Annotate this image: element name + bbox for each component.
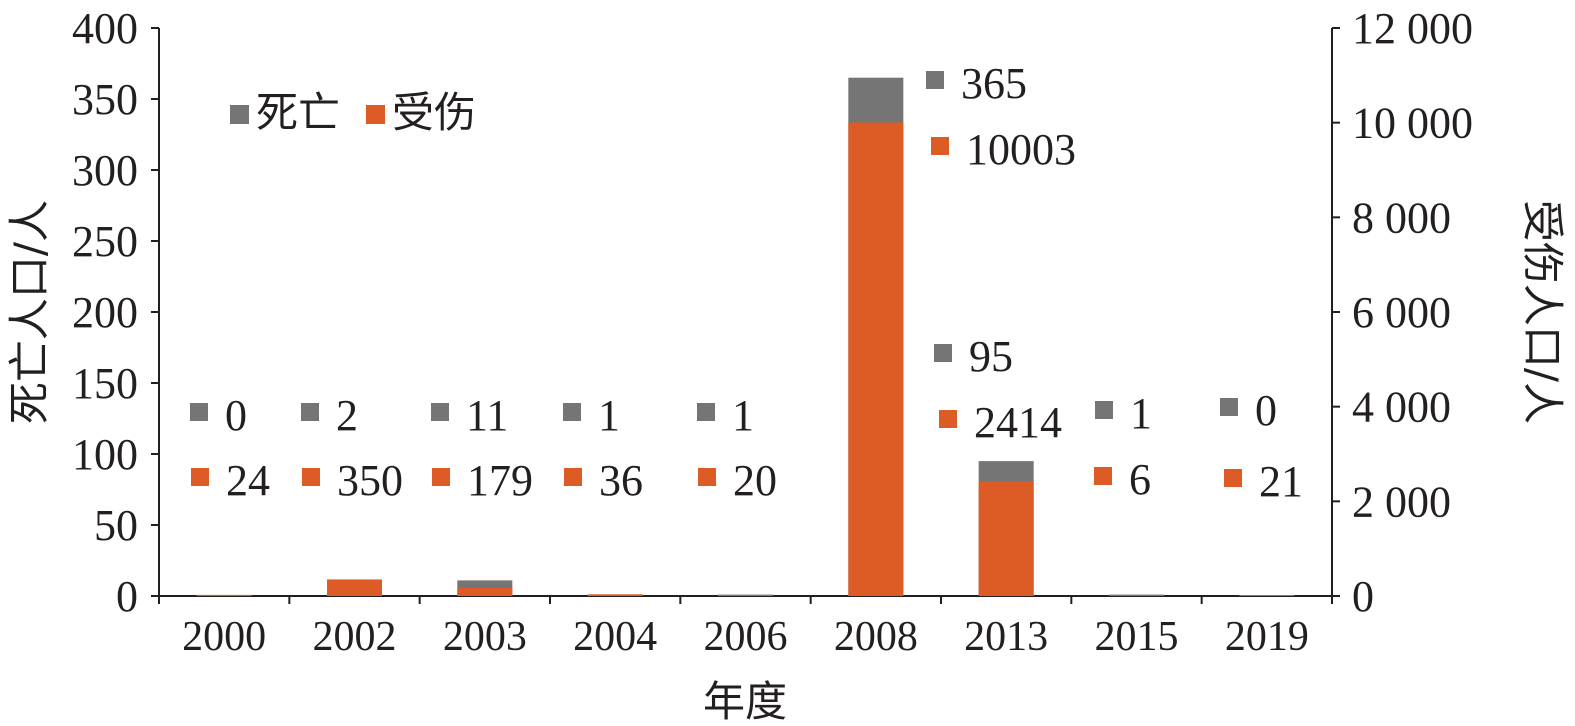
data-labels: 0 24 2 350 11 179 1 36 1 20 365 10003 95 2414 1 6 0 21	[190, 59, 1303, 506]
label-death: 0	[225, 391, 247, 440]
label-injured-marker	[1094, 467, 1112, 485]
label-injured-marker	[1224, 469, 1242, 487]
label-death: 0	[1255, 386, 1277, 435]
label-death: 2	[336, 391, 358, 440]
bar-injured	[327, 579, 382, 596]
legend-label-injured: 受伤	[392, 88, 476, 137]
y-left-tick-label: 350	[72, 75, 138, 124]
label-death: 95	[969, 332, 1013, 381]
label-injured: 20	[733, 456, 777, 505]
label-death-marker	[190, 403, 208, 421]
x-tick-label: 2019	[1225, 614, 1309, 660]
label-injured-marker	[698, 468, 716, 486]
legend-swatch-death	[230, 105, 249, 124]
label-death: 11	[466, 391, 508, 440]
label-death-marker	[563, 403, 581, 421]
label-injured: 2414	[974, 398, 1062, 447]
bar-injured	[1239, 595, 1295, 596]
bar-injured	[457, 587, 513, 596]
y-left-tick-label: 400	[72, 4, 138, 53]
bar-injured	[848, 122, 904, 597]
label-injured-marker	[432, 468, 450, 486]
label-injured: 179	[467, 456, 533, 505]
bar-death	[1109, 594, 1164, 596]
x-tick-label: 2013	[964, 614, 1048, 660]
label-injured: 21	[1259, 457, 1303, 506]
y-left-tick-label: 0	[116, 572, 138, 621]
y-left-tick-label: 200	[72, 288, 138, 337]
y-right-tick-label: 8 000	[1352, 193, 1451, 242]
x-tick-label: 2003	[443, 614, 527, 660]
label-death: 365	[961, 59, 1027, 108]
label-injured: 350	[337, 456, 403, 505]
x-tick-label: 2002	[313, 614, 397, 660]
label-death-marker	[934, 344, 952, 362]
y-axis-right-title: 受伤人口/人	[1518, 200, 1567, 424]
x-axis-title: 年度	[703, 677, 787, 726]
x-tick-label: 2000	[182, 614, 266, 660]
legend-swatch-injured	[366, 105, 385, 124]
y-right-tick-label: 4 000	[1352, 383, 1451, 432]
label-death: 1	[732, 391, 754, 440]
x-tick-label: 2006	[704, 614, 788, 660]
y-left-tick-label: 150	[72, 359, 138, 408]
bars	[196, 77, 1295, 597]
label-injured-marker	[939, 410, 957, 428]
label-injured: 24	[226, 456, 270, 505]
y-right-tick-label: 0	[1352, 572, 1374, 621]
y-right-tick-label: 12 000	[1352, 4, 1473, 53]
x-tick-label: 2008	[834, 614, 918, 660]
label-death: 1	[1130, 389, 1152, 438]
x-tick-label: 2015	[1095, 614, 1179, 660]
label-death-marker	[1095, 401, 1113, 419]
label-death-marker	[1220, 398, 1238, 416]
label-death-marker	[431, 403, 449, 421]
label-injured-marker	[564, 468, 582, 486]
y-axis-left-title: 死亡人口/人	[5, 200, 54, 424]
y-left-tick-label: 50	[94, 501, 138, 550]
label-death: 1	[598, 391, 620, 440]
label-injured: 10003	[966, 125, 1076, 174]
bar-injured	[718, 595, 773, 596]
y-left-tick-label: 100	[72, 430, 138, 479]
label-death-marker	[926, 71, 944, 89]
label-injured-marker	[302, 468, 320, 486]
y-left-tick-label: 300	[72, 146, 138, 195]
y-right-tick-label: 10 000	[1352, 99, 1473, 148]
x-tick-label: 2004	[573, 614, 657, 660]
label-death-marker	[697, 403, 715, 421]
bar-injured	[587, 594, 643, 596]
label-injured-marker	[931, 137, 949, 155]
y-right-tick-label: 2 000	[1352, 477, 1451, 526]
label-injured-marker	[191, 468, 209, 486]
label-death-marker	[301, 403, 319, 421]
legend: 死亡 受伤	[230, 88, 476, 137]
label-injured: 6	[1129, 455, 1151, 504]
label-injured: 36	[599, 456, 643, 505]
legend-label-death: 死亡	[256, 88, 340, 137]
y-right-tick-label: 6 000	[1352, 288, 1451, 337]
bar-injured	[196, 594, 252, 596]
y-left-tick-label: 250	[72, 217, 138, 266]
bar-injured	[978, 481, 1034, 596]
